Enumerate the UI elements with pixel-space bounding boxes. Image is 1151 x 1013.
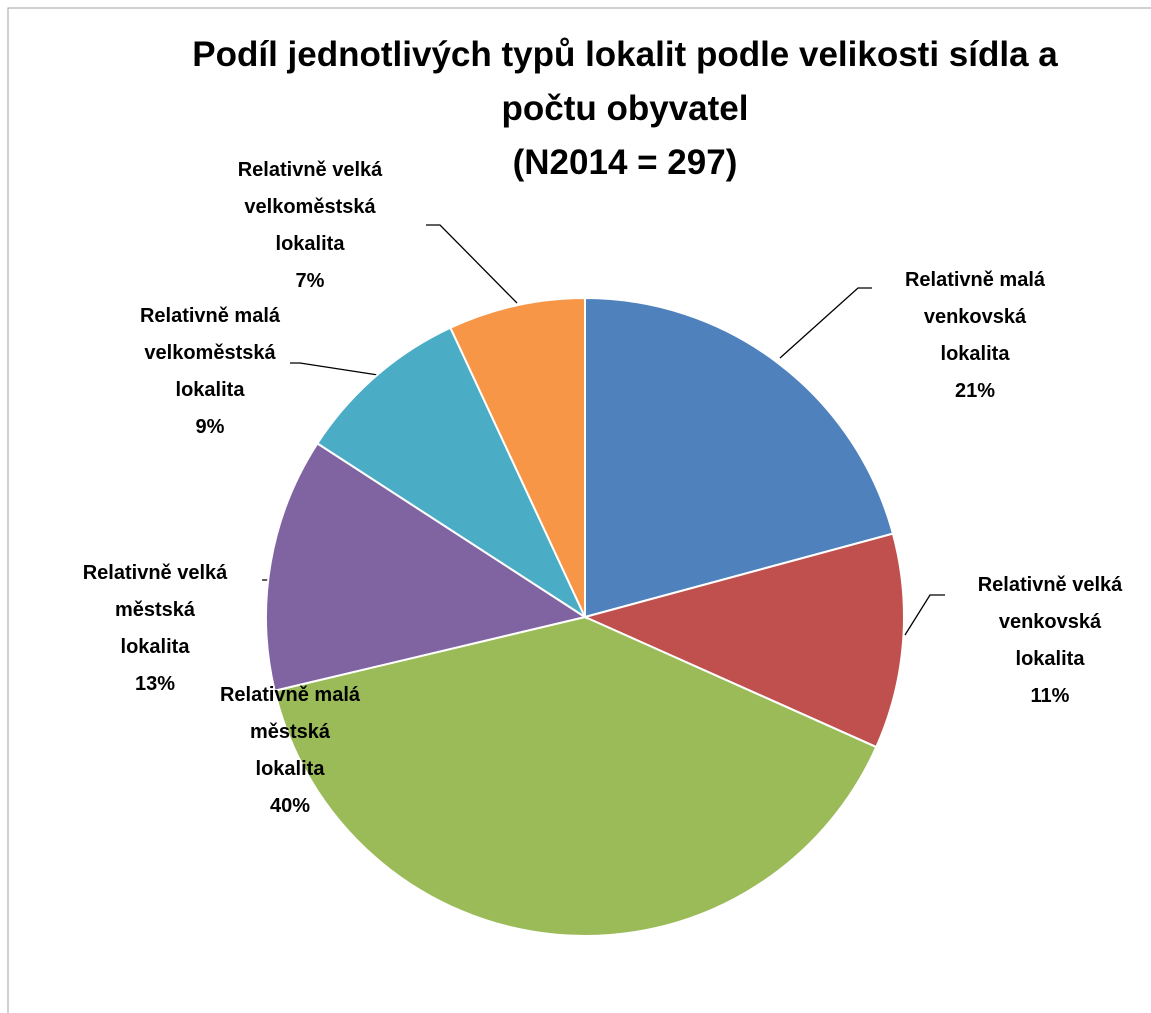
category-label: Relativně velká venkovská lokalita [977, 574, 1123, 670]
category-label: Relativně velká městská lokalita [82, 562, 228, 658]
value-label: 21% [954, 380, 996, 402]
value-label: 40% [269, 795, 311, 817]
chart-border [7, 7, 1151, 1013]
category-label: Relativně malá venkovská lokalita [904, 269, 1046, 365]
chart-subtitle: (N2014 = 297) [512, 143, 738, 182]
slice-label: Relativně malá velkoměstská lokalita 9% [134, 298, 286, 446]
slice-label: Relativně malá venkovská lokalita 21% [899, 262, 1051, 410]
pie-slice [265, 442, 588, 692]
value-label: 7% [295, 270, 325, 292]
leader-line [290, 362, 379, 376]
pie-slice [584, 296, 895, 619]
category-label: Relativně malá městská lokalita [219, 684, 361, 780]
category-label: Relativně malá velkoměstská lokalita [139, 305, 281, 401]
value-label: 11% [1030, 685, 1070, 707]
leader-line [426, 224, 518, 304]
pie-slice [582, 532, 905, 749]
leader-line [904, 594, 945, 636]
pie-slice [449, 296, 586, 618]
leader-line [779, 287, 872, 359]
value-label: 9% [195, 416, 225, 438]
leader-lines [262, 224, 945, 636]
slice-label: Relativně velká venkovská lokalita 11% [974, 567, 1126, 715]
slice-label: Relativně malá městská lokalita 40% [214, 677, 366, 825]
slice-label: Relativně velká městská lokalita 13% [79, 555, 231, 703]
pie-slice [315, 326, 588, 620]
slice-label: Relativně velká velkoměstská lokalita 7% [234, 152, 386, 300]
pie-slice [273, 615, 878, 937]
chart-title: Podíl jednotlivých typů lokalit podle ve… [192, 35, 1058, 128]
category-label: Relativně velká velkoměstská lokalita [237, 159, 383, 255]
value-label: 13% [134, 673, 176, 695]
